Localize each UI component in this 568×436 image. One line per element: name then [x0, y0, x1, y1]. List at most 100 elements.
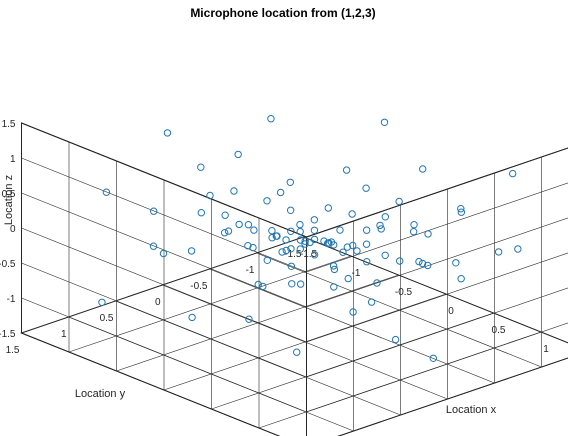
data-point [339, 248, 347, 256]
data-point [276, 188, 285, 197]
data-point [296, 280, 305, 288]
data-point [429, 354, 437, 362]
data-point [349, 241, 357, 250]
data-point [395, 197, 403, 206]
data-point [296, 220, 304, 229]
data-point [363, 258, 371, 266]
data-point [348, 210, 356, 218]
data-point [329, 262, 338, 270]
data-point [188, 313, 196, 322]
data-point [457, 205, 465, 213]
data-point [197, 209, 206, 217]
data-point [373, 279, 381, 287]
data-point [514, 245, 522, 253]
data-point [330, 283, 338, 291]
data-point [288, 280, 296, 288]
data-point [287, 227, 295, 236]
data-point [353, 247, 361, 255]
data-point [509, 169, 517, 178]
data-point [418, 259, 427, 268]
data-point [244, 221, 253, 229]
data-point [367, 298, 376, 306]
data-point [287, 245, 295, 253]
data-point [381, 251, 389, 260]
z-tick-label: 0.5 [2, 189, 16, 200]
data-point [301, 240, 309, 248]
data-point [98, 298, 106, 306]
data-point [102, 188, 111, 196]
data-point [320, 237, 328, 245]
data-point [330, 241, 338, 249]
data-point [301, 237, 309, 245]
data-point [452, 259, 460, 267]
data-point [187, 247, 196, 255]
x-tick-label: 1 [543, 344, 549, 355]
data-point [362, 226, 371, 234]
data-point [310, 226, 319, 235]
data-point [296, 245, 304, 253]
data-point [296, 236, 305, 244]
data-point [424, 261, 432, 270]
data-point [424, 230, 432, 238]
data-point [310, 216, 319, 224]
x-axis-label: Location x [446, 404, 497, 416]
data-point [330, 265, 339, 274]
data-point [494, 248, 503, 256]
data-point [415, 257, 423, 266]
data-point [457, 208, 466, 216]
data-point [268, 227, 276, 235]
data-point [245, 315, 253, 323]
x-tick-label: 0.5 [492, 325, 506, 336]
data-point [254, 280, 262, 289]
data-point [163, 129, 172, 137]
axis-lines [21, 122, 568, 436]
y-tick-label: -0.5 [190, 281, 208, 292]
data-point [306, 238, 314, 247]
data-point [221, 211, 229, 219]
z-axis-label: Location z [3, 175, 15, 225]
top-back-edge-line [21, 122, 307, 238]
data-point [336, 226, 344, 234]
data-point [410, 221, 418, 229]
data-points [98, 115, 522, 362]
z-tick-label: 0 [10, 224, 16, 235]
z-tick-label: 1.5 [2, 119, 16, 130]
data-point [263, 197, 271, 205]
data-point [259, 282, 267, 291]
data-point [396, 257, 404, 265]
data-point [282, 246, 290, 255]
data-point [381, 213, 389, 221]
data-point [267, 115, 275, 123]
data-point [349, 308, 357, 316]
data-point [197, 163, 205, 171]
data-point [286, 178, 294, 187]
data-point [234, 150, 242, 159]
data-point [391, 335, 400, 344]
data-point [272, 232, 280, 240]
grid-line [21, 157, 307, 273]
y-tick-label: 0.5 [100, 313, 114, 324]
top-side-edge-line [306, 147, 568, 238]
data-point [235, 220, 243, 229]
data-point [344, 274, 352, 283]
data-point [220, 229, 229, 237]
grid-line [337, 357, 568, 436]
x-tick-label: -1 [352, 268, 361, 279]
data-point [286, 206, 295, 215]
tick-labels: -1.5 -1 -0.5 0 0.5 1 -1.5 -1 -0.5 0 0.5 1 1.5 -1.5 -1 -… [0, 119, 549, 356]
y-tick-label: 0 [155, 297, 161, 308]
data-point [149, 242, 158, 250]
data-point [250, 226, 258, 234]
x-tick-label: -0.5 [395, 287, 413, 298]
y-tick-label: 1.5 [6, 345, 20, 356]
data-point [230, 187, 238, 195]
data-point [159, 249, 168, 258]
data-point [263, 256, 271, 264]
x-axis-line [303, 236, 568, 344]
z-tick-label: -1 [7, 294, 16, 305]
data-point [419, 165, 427, 173]
y-axis-label: Location y [75, 388, 126, 400]
chart-title: Microphone location from (1,2,3) [190, 6, 375, 20]
data-point [457, 275, 465, 283]
grid-line [21, 332, 280, 436]
